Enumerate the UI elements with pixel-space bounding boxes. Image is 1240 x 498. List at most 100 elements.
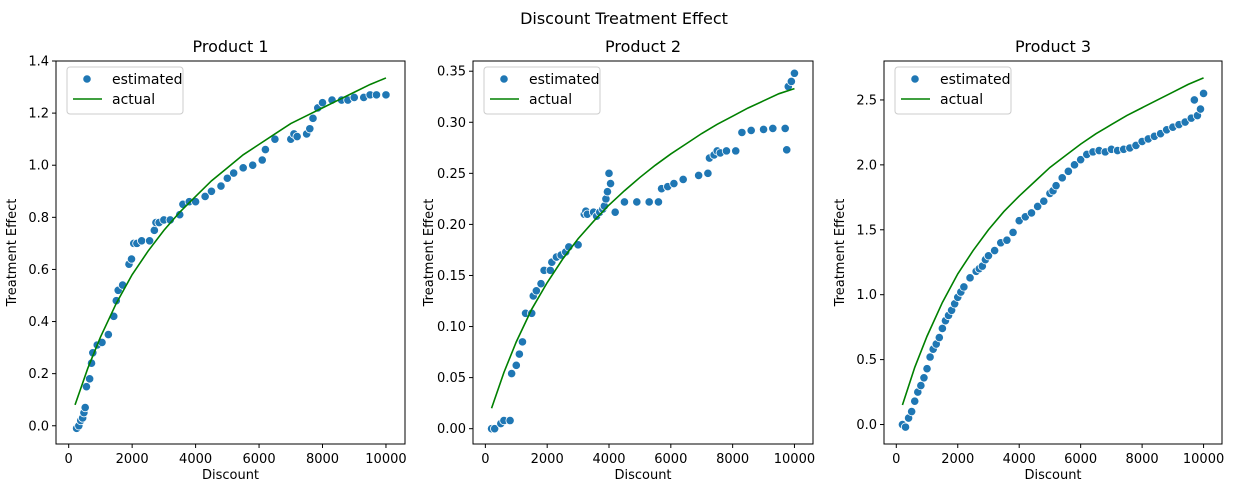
- data-point: [308, 113, 318, 123]
- y-tick-label: 0.0: [28, 419, 49, 434]
- subplot-1: Product 1 0 2000 4000 6000 8000 10000 0.0 0.2 0.4…: [5, 37, 407, 483]
- plot-area: [884, 61, 1222, 444]
- data-point: [925, 352, 935, 362]
- legend-box: [66, 66, 184, 115]
- data-point: [292, 131, 302, 142]
- data-point: [937, 323, 947, 334]
- legend-label-actual: actual: [529, 92, 572, 108]
- data-point: [678, 174, 688, 185]
- series-estimated: [897, 88, 1209, 432]
- data-point: [900, 422, 911, 432]
- legend-label-actual: actual: [112, 92, 155, 108]
- data-point: [983, 251, 994, 261]
- data-point: [317, 98, 328, 108]
- data-point: [149, 225, 159, 235]
- y-tick-label: 0.4: [28, 315, 49, 330]
- data-point: [371, 90, 382, 100]
- data-point: [602, 187, 613, 197]
- x-tick-label: 4000: [1003, 452, 1036, 467]
- data-point: [604, 168, 614, 178]
- axes-frame: [55, 60, 406, 445]
- data-point: [505, 415, 515, 426]
- data-point: [669, 178, 679, 189]
- legend-label-actual: actual: [940, 92, 983, 108]
- data-point: [605, 178, 616, 189]
- y-tick-label: 1.0: [28, 159, 49, 174]
- y-tick-label: 0.25: [437, 167, 466, 182]
- data-point: [222, 173, 232, 183]
- x-tick-label: 10000: [774, 452, 815, 467]
- x-tick-label: 6000: [243, 452, 276, 467]
- subplot-2: Product 2 0 2000 4000 6000 8000 10000 0.00 0.05 0…: [422, 37, 815, 483]
- data-point: [910, 396, 920, 406]
- data-point: [511, 360, 521, 370]
- data-point: [1033, 201, 1043, 212]
- y-tick-label: 1.5: [856, 223, 877, 238]
- x-tick-label: 2000: [941, 452, 974, 467]
- data-point: [632, 197, 642, 207]
- data-point: [381, 90, 391, 100]
- y-tick-label: 0.05: [437, 371, 466, 386]
- series-line-actual: [490, 87, 795, 409]
- axes-frame: [883, 60, 1223, 445]
- legend-label-estimated: estimated: [529, 72, 600, 88]
- data-point: [780, 123, 790, 134]
- legend-marker-estimated: [910, 74, 920, 84]
- data-point: [260, 144, 270, 155]
- data-point: [175, 210, 185, 220]
- x-axis-label: Discount: [1024, 468, 1081, 483]
- data-point: [746, 125, 756, 136]
- data-point: [922, 364, 932, 374]
- data-point: [731, 146, 741, 156]
- y-tick-label: 0.5: [856, 353, 877, 368]
- data-point: [257, 155, 267, 165]
- data-point: [694, 170, 704, 180]
- x-tick-label: 8000: [716, 452, 749, 467]
- data-point: [768, 123, 778, 134]
- data-point: [517, 337, 528, 347]
- data-point: [85, 374, 95, 384]
- x-axis-label: Discount: [202, 468, 259, 483]
- x-tick-label: 0: [481, 452, 489, 467]
- y-axis-label: Treatment Effect: [5, 199, 20, 308]
- x-tick-label: 0: [65, 452, 73, 467]
- x-axis-label: Discount: [614, 468, 671, 483]
- y-tick-label: 1.2: [28, 107, 49, 122]
- subplots: Product 1 0 2000 4000 6000 8000 10000 0.0 0.2 0.4…: [5, 37, 1224, 483]
- data-point: [907, 406, 917, 417]
- legend: estimated actual: [894, 66, 1012, 115]
- data-point: [1057, 173, 1067, 183]
- y-tick-label: 1.4: [28, 55, 49, 70]
- data-point: [965, 273, 975, 283]
- data-point: [786, 76, 796, 87]
- data-point: [103, 329, 113, 340]
- series-line-actual: [74, 77, 387, 406]
- x-tick-label: 6000: [1064, 452, 1097, 467]
- data-point: [610, 207, 620, 217]
- data-point: [789, 68, 800, 78]
- data-point: [1069, 160, 1080, 170]
- series-estimated: [72, 90, 391, 433]
- x-tick-label: 6000: [654, 452, 687, 467]
- x-tick-label: 4000: [592, 452, 625, 467]
- y-tick-label: 0.20: [437, 218, 466, 233]
- subplot-title: Product 1: [192, 37, 268, 56]
- x-tick-label: 4000: [179, 452, 212, 467]
- x-tick-label: 2000: [116, 452, 149, 467]
- data-point: [1051, 181, 1061, 191]
- y-tick-label: 0.10: [437, 320, 466, 335]
- legend-marker-estimated: [82, 74, 92, 84]
- data-point: [990, 245, 1000, 256]
- data-point: [248, 160, 258, 170]
- y-tick-label: 0.8: [28, 211, 49, 226]
- data-point: [126, 254, 137, 264]
- y-tick-label: 2.5: [856, 93, 877, 108]
- legend: estimated actual: [483, 66, 601, 115]
- y-axis-label: Treatment Effect: [833, 199, 848, 308]
- data-point: [349, 92, 359, 103]
- plot-area: [473, 61, 813, 444]
- data-point: [703, 168, 713, 178]
- data-point: [653, 197, 664, 207]
- data-point: [490, 424, 500, 434]
- data-point: [1008, 227, 1018, 237]
